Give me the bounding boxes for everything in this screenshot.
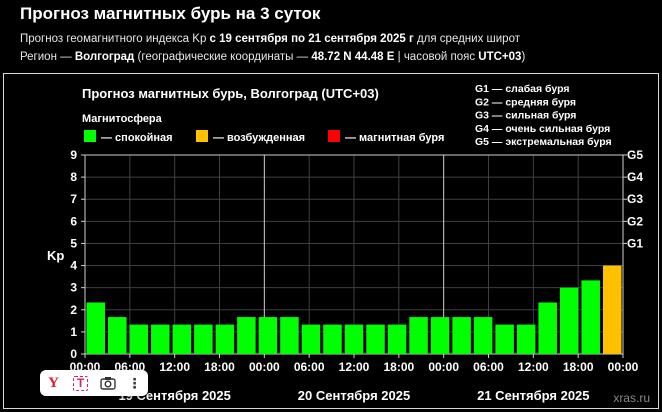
kp-bar <box>387 324 407 354</box>
kp-chart-svg: Прогноз магнитных бурь, Волгоград (UTC+0… <box>3 73 659 409</box>
y-tick-label: 2 <box>70 303 77 317</box>
kp-bar <box>194 324 213 354</box>
forecast-description: Прогноз геомагнитного индекса Kp с 19 се… <box>20 33 520 45</box>
legend-label: — магнитная буря <box>345 132 444 144</box>
chart-outer-border <box>3 73 659 409</box>
kp-bar <box>430 317 450 354</box>
kp-bar <box>516 324 536 354</box>
description-suffix: для средних широт <box>413 33 520 45</box>
kp-bar <box>215 324 235 354</box>
kp-bar <box>559 287 579 354</box>
kp-bar <box>108 317 127 354</box>
region-name: Волгоград <box>74 51 135 63</box>
description-prefix: Прогноз геомагнитного индекса Kp <box>20 33 210 45</box>
kp-bar <box>538 302 557 354</box>
yandex-icon[interactable]: Y <box>48 374 59 391</box>
g-tick-label: G4 <box>627 170 643 184</box>
legend-swatch <box>328 130 340 142</box>
y-tick-label: 6 <box>70 214 77 228</box>
coordinates: 48.72 N 44.48 E <box>311 51 395 63</box>
kp-bar <box>366 324 385 354</box>
text-recognition-button[interactable]: T <box>71 373 91 393</box>
coords-prefix: (географические координаты — <box>134 51 312 63</box>
chart-title: Прогноз магнитных бурь, Волгоград (UTC+0… <box>82 86 379 101</box>
kp-bar <box>258 317 278 354</box>
region-info-end: ) <box>521 51 526 63</box>
kp-bar <box>344 324 364 354</box>
x-tick-label: 06:00 <box>473 360 504 374</box>
kp-bar <box>172 324 192 354</box>
timezone-prefix: | часовой пояс <box>394 51 479 63</box>
x-tick-label: 00:00 <box>608 360 639 374</box>
text-recognition-icon: T <box>73 375 88 391</box>
y-axis-label: Kp <box>47 248 64 263</box>
browser-selection-toolbar: Y T ⋮ <box>40 370 148 396</box>
day-label: 20 Сентября 2025 <box>298 388 410 403</box>
kp-bar <box>129 324 149 354</box>
legend-title: Магнитосфера <box>82 113 163 125</box>
y-tick-label: 9 <box>70 148 77 162</box>
g-scale-item: G4 — очень сильная буря <box>475 123 610 135</box>
watermark: xras.ru <box>613 391 650 405</box>
kp-bar <box>280 317 299 354</box>
date-range: с 19 сентября по 21 сентября 2025 г <box>209 33 414 45</box>
g-tick-label: G5 <box>627 148 643 162</box>
y-tick-label: 8 <box>70 170 77 184</box>
page-title: Прогноз магнитных бурь на 3 суток <box>20 4 321 23</box>
x-tick-label: 06:00 <box>294 360 325 374</box>
x-tick-label: 18:00 <box>204 360 235 374</box>
camera-icon[interactable] <box>98 373 118 393</box>
kp-bar <box>86 302 106 354</box>
g-scale-item: G2 — средняя буря <box>475 96 576 108</box>
g-tick-label: G2 <box>627 214 643 228</box>
g-scale-item: G1 — слабая буря <box>475 83 570 95</box>
legend-label: — возбужденная <box>213 132 305 144</box>
kp-bar <box>323 324 342 354</box>
x-tick-label: 12:00 <box>339 360 370 374</box>
legend-label: — спокойная <box>101 132 173 144</box>
camera-icon-svg <box>99 377 116 390</box>
kp-bar <box>409 317 428 354</box>
x-tick-label: 00:00 <box>428 360 459 374</box>
g-scale-item: G5 — экстремальная буря <box>475 136 612 148</box>
kp-bar <box>301 324 321 354</box>
x-tick-label: 18:00 <box>383 360 414 374</box>
y-tick-label: 7 <box>70 192 77 206</box>
kp-bar <box>495 324 514 354</box>
region-prefix: Регион — <box>20 51 75 63</box>
y-tick-label: 5 <box>70 236 77 250</box>
kp-bar <box>473 317 493 354</box>
x-tick-label: 12:00 <box>518 360 549 374</box>
g-tick-label: G3 <box>627 192 643 206</box>
x-tick-label: 18:00 <box>563 360 594 374</box>
region-info: Регион — Волгоград (географические коорд… <box>20 51 525 63</box>
kp-chart: Прогноз магнитных бурь, Волгоград (UTC+0… <box>0 70 662 412</box>
y-tick-label: 3 <box>70 281 77 295</box>
legend-swatch <box>196 130 208 142</box>
kp-bar <box>452 317 471 354</box>
more-options-icon[interactable]: ⋮ <box>127 375 142 391</box>
day-label: 21 Сентября 2025 <box>477 388 589 403</box>
kp-bar <box>581 280 600 354</box>
g-scale-item: G3 — сильная буря <box>475 110 576 122</box>
x-tick-label: 00:00 <box>249 360 280 374</box>
legend-swatch <box>84 130 96 142</box>
kp-bar <box>151 324 170 354</box>
g-tick-label: G1 <box>627 236 643 250</box>
y-tick-label: 0 <box>70 347 77 361</box>
timezone: UTC+03 <box>478 51 522 63</box>
kp-bar <box>602 265 622 354</box>
x-tick-label: 12:00 <box>159 360 190 374</box>
y-tick-label: 1 <box>70 325 77 339</box>
y-tick-label: 4 <box>70 259 77 273</box>
kp-bar <box>237 317 256 354</box>
